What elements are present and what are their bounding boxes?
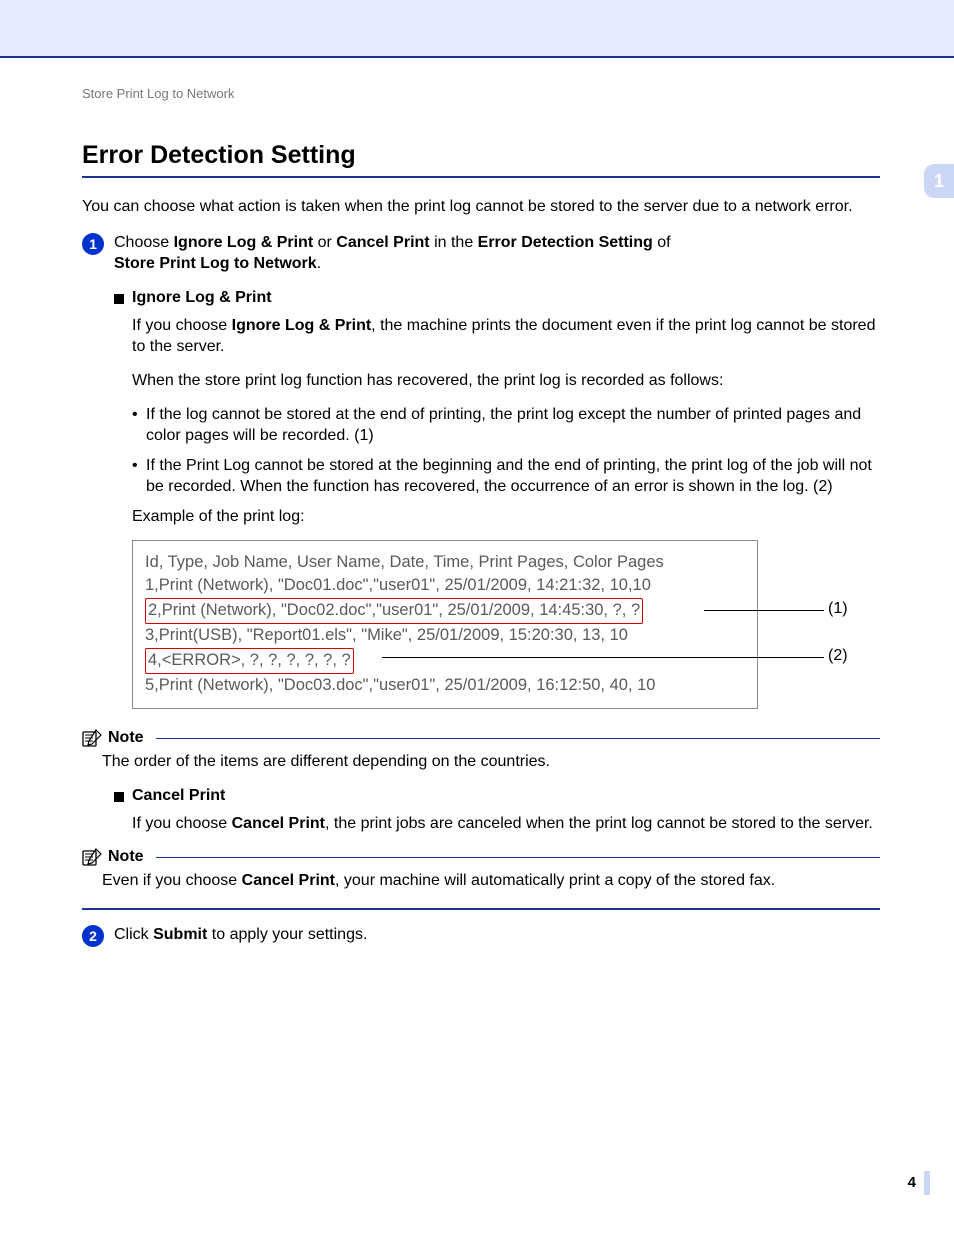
ignore-p1: If you choose Ignore Log & Print, the ma… bbox=[132, 315, 880, 358]
t: Choose bbox=[114, 234, 174, 251]
log-row-2: 2,Print (Network), "Doc02.doc","user01",… bbox=[145, 598, 745, 624]
step-2: 2 Click Submit to apply your settings. bbox=[82, 924, 880, 947]
note-2: Note Even if you choose Cancel Print, yo… bbox=[82, 848, 880, 892]
t: Submit bbox=[153, 926, 207, 943]
breadcrumb: Store Print Log to Network bbox=[82, 86, 880, 101]
t: Even if you choose bbox=[102, 872, 242, 889]
page-number-bar bbox=[924, 1171, 930, 1195]
note-2-head: Note bbox=[82, 848, 880, 866]
t: of bbox=[653, 234, 671, 251]
cancel-title: Cancel Print bbox=[132, 787, 225, 805]
bullet-2: • If the Print Log cannot be stored at t… bbox=[132, 455, 880, 498]
pencil-note-icon bbox=[82, 848, 102, 866]
ignore-p2: When the store print log function has re… bbox=[132, 370, 880, 392]
cancel-p: If you choose Cancel Print, the print jo… bbox=[132, 813, 880, 835]
note-1-body: The order of the items are different dep… bbox=[102, 751, 880, 773]
log-example-box: Id, Type, Job Name, User Name, Date, Tim… bbox=[132, 540, 758, 710]
bullet-1-text: If the log cannot be stored at the end o… bbox=[146, 404, 880, 447]
callout-label-2: (2) bbox=[828, 647, 848, 665]
log-row-4-highlight: 4,<ERROR>, ?, ?, ?, ?, ?, ? bbox=[145, 648, 354, 674]
cancel-heading: Cancel Print bbox=[114, 787, 880, 805]
callout-label-1: (1) bbox=[828, 600, 848, 618]
note-1: Note The order of the items are differen… bbox=[82, 729, 880, 773]
step-1: 1 Choose Ignore Log & Print or Cancel Pr… bbox=[82, 232, 880, 275]
t: Error Detection Setting bbox=[478, 234, 653, 251]
intro-text: You can choose what action is taken when… bbox=[82, 196, 880, 218]
t: Ignore Log & Print bbox=[232, 317, 372, 334]
t: If you choose bbox=[132, 317, 232, 334]
ignore-title: Ignore Log & Print bbox=[132, 289, 272, 307]
t: , your machine will automatically print … bbox=[335, 872, 775, 889]
bullet-dot: • bbox=[132, 455, 146, 498]
note-2-title: Note bbox=[108, 848, 144, 866]
t: Cancel Print bbox=[232, 815, 325, 832]
log-row-1: 1,Print (Network), "Doc01.doc","user01",… bbox=[145, 574, 745, 598]
square-bullet-icon bbox=[114, 792, 124, 802]
note-rule bbox=[156, 857, 880, 858]
page: 1 Store Print Log to Network Error Detec… bbox=[0, 0, 954, 1235]
cancel-section: Cancel Print bbox=[114, 787, 880, 805]
note-1-head: Note bbox=[82, 729, 880, 747]
bullet-2-text: If the Print Log cannot be stored at the… bbox=[146, 455, 880, 498]
log-row-4: 4,<ERROR>, ?, ?, ?, ?, ?, ? bbox=[145, 648, 745, 674]
note-2-body: Even if you choose Cancel Print, your ma… bbox=[102, 870, 880, 892]
example-label: Example of the print log: bbox=[132, 506, 880, 528]
step-number-badge: 1 bbox=[82, 233, 104, 255]
bullet-dot: • bbox=[132, 404, 146, 447]
callout-line-1 bbox=[704, 610, 824, 611]
t: Click bbox=[114, 926, 153, 943]
step-2-text: Click Submit to apply your settings. bbox=[114, 924, 880, 946]
content-area: Store Print Log to Network Error Detecti… bbox=[0, 56, 954, 955]
pencil-note-icon bbox=[82, 729, 102, 747]
t: , the print jobs are canceled when the p… bbox=[325, 815, 873, 832]
step-1-text: Choose Ignore Log & Print or Cancel Prin… bbox=[114, 232, 880, 275]
ignore-heading: Ignore Log & Print bbox=[114, 289, 880, 307]
page-number: 4 bbox=[908, 1174, 916, 1191]
log-row-2-highlight: 2,Print (Network), "Doc02.doc","user01",… bbox=[145, 598, 643, 624]
t: Ignore Log & Print bbox=[174, 234, 314, 251]
page-title: Error Detection Setting bbox=[82, 141, 880, 170]
t: Cancel Print bbox=[242, 872, 335, 889]
separator-rule bbox=[82, 908, 880, 910]
title-rule bbox=[82, 176, 880, 178]
log-header: Id, Type, Job Name, User Name, Date, Tim… bbox=[145, 551, 745, 575]
callout-line-2 bbox=[382, 657, 824, 658]
t: . bbox=[317, 255, 321, 272]
note-1-title: Note bbox=[108, 729, 144, 747]
log-row-3: 3,Print(USB), "Report01.els", "Mike", 25… bbox=[145, 624, 745, 648]
bullet-1: • If the log cannot be stored at the end… bbox=[132, 404, 880, 447]
t: to apply your settings. bbox=[207, 926, 367, 943]
square-bullet-icon bbox=[114, 294, 124, 304]
t: Cancel Print bbox=[336, 234, 429, 251]
note-rule bbox=[156, 738, 880, 739]
ignore-section: Ignore Log & Print bbox=[114, 289, 880, 307]
top-bar bbox=[0, 0, 954, 56]
log-row-5: 5,Print (Network), "Doc03.doc","user01",… bbox=[145, 674, 745, 698]
step-number-badge: 2 bbox=[82, 925, 104, 947]
t: in the bbox=[430, 234, 478, 251]
t: or bbox=[313, 234, 336, 251]
example-wrap: Id, Type, Job Name, User Name, Date, Tim… bbox=[132, 540, 880, 710]
t: If you choose bbox=[132, 815, 232, 832]
t: Store Print Log to Network bbox=[114, 255, 317, 272]
